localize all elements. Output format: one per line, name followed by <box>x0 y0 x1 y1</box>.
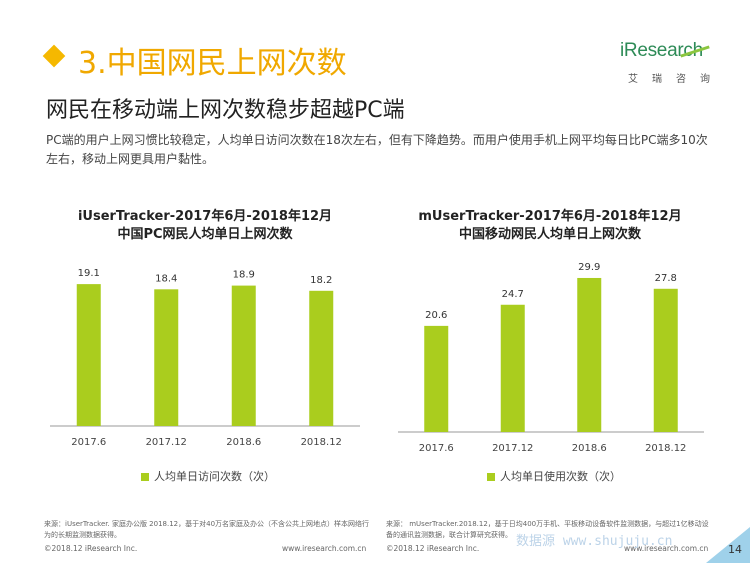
source-note-right: 来源： mUserTracker.2018.12，基于日均400万手机、平板移动… <box>386 520 709 539</box>
right-chart-bar-3 <box>653 288 678 432</box>
logo-box: iResearch <box>618 38 710 66</box>
left-chart-bar-3 <box>309 290 334 426</box>
left-chart-title-block: iUserTracker-2017年6月-2018年12月 中国PC网民人均单日… <box>40 208 370 244</box>
page-number: 14 <box>728 543 742 556</box>
copyright-right: ©2018.12 iResearch Inc. <box>386 544 480 553</box>
left-chart-data-label-3: 18.2 <box>310 275 332 286</box>
page-headline: 网民在移动端上网次数稳步超越PC端 <box>46 98 405 123</box>
right-legend-swatch <box>487 473 495 481</box>
logo-subtitle: 艾瑞咨询 <box>628 74 724 85</box>
logo-brand: iResearch <box>620 40 703 61</box>
right-legend-label: 人均单日使用次数（次） <box>500 470 621 483</box>
left-chart-legend: 人均单日访问次数（次） <box>141 468 275 484</box>
page-corner-decoration <box>706 527 750 563</box>
watermark: 数据源 www.shujuju.cn <box>516 534 673 549</box>
left-chart-data-label-1: 18.4 <box>155 273 177 284</box>
site-link-left[interactable]: www.iresearch.com.cn <box>282 544 367 553</box>
source-note-left: 来源：iUserTracker. 家庭办公版 2018.12，基于对40万名家庭… <box>44 520 370 539</box>
left-legend-swatch <box>141 473 149 481</box>
left-bar-chart: 19.1 2017.6 18.4 2017.12 18.9 2018.6 18.2 2018.… <box>50 268 360 448</box>
copyright-left: ©2018.12 iResearch Inc. <box>44 544 138 553</box>
left-chart-data-label-0: 19.1 <box>78 268 100 279</box>
right-chart-data-label-3: 27.8 <box>655 273 677 284</box>
left-chart-bar-2 <box>231 285 256 426</box>
right-chart-title: mUserTracker-2017年6月-2018年12月 <box>418 209 682 224</box>
right-chart-tick-label-3: 2018.12 <box>645 443 686 454</box>
right-chart-legend: 人均单日使用次数（次） <box>487 468 621 484</box>
right-chart-subtitle: 中国移动网民人均单日上网次数 <box>458 227 641 242</box>
right-chart-bar-0 <box>424 325 449 432</box>
left-chart-subtitle: 中国PC网民人均单日上网次数 <box>117 227 293 242</box>
right-chart-data-label-0: 20.6 <box>425 310 447 321</box>
summary-text: PC端的用户上网习惯比较稳定，人均单日访问次数在18次左右，但有下降趋势。而用户… <box>46 133 708 166</box>
right-chart-tick-label-2: 2018.6 <box>572 443 607 454</box>
iresearch-logo: iResearch 艾瑞咨询 <box>618 38 710 86</box>
left-chart-bar-1 <box>154 289 179 426</box>
left-chart-tick-label-3: 2018.12 <box>301 437 342 448</box>
right-chart-tick-label-1: 2017.12 <box>492 443 533 454</box>
right-chart-data-label-2: 29.9 <box>578 262 600 273</box>
right-bar-chart: 20.6 2017.6 24.7 2017.12 29.9 2018.6 27.8 2018.… <box>398 262 704 454</box>
title-diamond-icon <box>42 44 66 68</box>
right-chart-title-block: mUserTracker-2017年6月-2018年12月 中国移动网民人均单日… <box>390 208 710 244</box>
section-title: 3.中国网民上网次数 <box>78 46 347 81</box>
right-chart-bar-2 <box>577 277 602 432</box>
left-chart-bar-0 <box>76 284 101 426</box>
left-chart-tick-label-0: 2017.6 <box>71 437 106 448</box>
left-chart-data-label-2: 18.9 <box>233 270 255 281</box>
left-chart-title: iUserTracker-2017年6月-2018年12月 <box>77 209 333 224</box>
left-chart-tick-label-2: 2018.6 <box>226 437 261 448</box>
site-link-right[interactable]: www.iresearch.com.cn <box>624 544 709 553</box>
right-chart-bar-1 <box>500 304 525 432</box>
left-chart-tick-label-1: 2017.12 <box>146 437 187 448</box>
right-chart-tick-label-0: 2017.6 <box>419 443 454 454</box>
right-chart-data-label-1: 24.7 <box>502 289 524 300</box>
left-legend-label: 人均单日访问次数（次） <box>154 470 275 483</box>
